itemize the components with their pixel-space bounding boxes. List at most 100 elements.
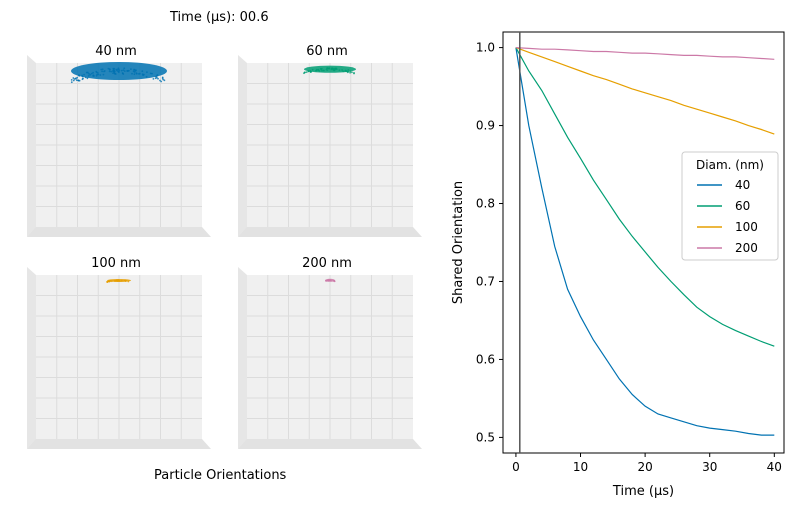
particle-point [112, 67, 115, 70]
particle-point [156, 74, 159, 76]
particle-point [353, 72, 355, 75]
particle-point [341, 69, 343, 71]
panel-floor [238, 439, 422, 449]
particle-point [132, 70, 135, 73]
particle-point [325, 280, 327, 282]
particle-point [85, 71, 88, 74]
particle-point [123, 67, 126, 70]
panel-1 [238, 55, 422, 237]
particle-point [100, 68, 103, 71]
panel-0 [27, 55, 211, 237]
panel-floor [27, 227, 211, 237]
particle-point [127, 69, 130, 72]
particle-point [142, 74, 145, 77]
legend-title: Diam. (nm) [696, 158, 764, 172]
particle-point [92, 74, 95, 77]
particle-point [327, 279, 330, 281]
particle-point [349, 71, 351, 74]
particle-point [335, 68, 338, 71]
particle-point [347, 69, 350, 71]
x-tick-label: 30 [702, 460, 717, 474]
particle-point [81, 75, 84, 78]
panel-2 [27, 267, 211, 449]
legend-label-200: 200 [735, 241, 758, 255]
series-line-100 [515, 47, 775, 135]
particle-point [328, 67, 331, 70]
panel-left-wall [238, 55, 247, 237]
particle-point [92, 71, 94, 74]
particle-point [326, 67, 329, 69]
particle-point [88, 72, 90, 75]
particle-point [152, 78, 155, 80]
particle-point [108, 70, 111, 73]
particle-point [135, 72, 138, 75]
panel-left-wall [27, 267, 36, 449]
particle-point [122, 69, 125, 71]
particle-point [329, 279, 332, 281]
particle-point [107, 67, 110, 70]
particle-point [117, 71, 120, 74]
particle-point [133, 69, 136, 71]
particle-point [116, 279, 119, 282]
particle-point [149, 72, 152, 75]
particle-point [77, 79, 80, 82]
particle-point [325, 68, 328, 71]
particle-point [309, 70, 312, 72]
particle-point [345, 70, 348, 72]
particle-point [162, 78, 165, 81]
particle-point [84, 76, 87, 79]
x-tick-label: 10 [573, 460, 588, 474]
y-tick-label: 0.7 [476, 274, 495, 288]
particle-point [133, 73, 136, 76]
time-readout: Time (µs): 00.6 [170, 10, 269, 25]
particle-point [110, 280, 113, 283]
particle-point [120, 69, 123, 72]
legend-label-100: 100 [735, 220, 758, 234]
particle-point [114, 73, 117, 75]
particle-point [131, 72, 133, 75]
particle-point [73, 78, 76, 80]
particle-point [112, 69, 115, 72]
particle-point [123, 70, 126, 72]
panel-3 [238, 267, 422, 449]
particle-point [351, 71, 353, 74]
particle-point [141, 70, 144, 73]
particle-point [102, 73, 105, 76]
series-line-60 [515, 47, 775, 347]
particle-point [331, 67, 333, 70]
particle-point [106, 281, 109, 283]
series-line-200 [515, 47, 775, 60]
time-readout-value: 00.6 [239, 10, 269, 25]
panel-left-wall [238, 267, 247, 449]
x-tick-label: 20 [637, 460, 652, 474]
panel-title-200: 200 nm [302, 256, 352, 271]
panel-floor [238, 227, 422, 237]
particle-point [163, 79, 166, 82]
particle-point [101, 68, 104, 71]
particle-point [113, 70, 116, 73]
particle-point [311, 68, 314, 71]
particle-point [75, 77, 77, 80]
orientation-panels [27, 55, 422, 449]
particle-point [338, 69, 341, 72]
y-tick-label: 0.8 [476, 197, 495, 211]
particle-point [118, 69, 121, 72]
particle-point [101, 70, 103, 73]
y-tick-label: 0.5 [476, 430, 495, 444]
particle-point [95, 75, 98, 77]
particle-point [99, 74, 102, 76]
particle-point [108, 280, 111, 283]
particle-point [160, 80, 163, 83]
particle-point [157, 77, 159, 80]
particle-point [90, 72, 93, 75]
particle-point [320, 68, 323, 71]
legend: Diam. (nm) 40 60 100 200 [681, 151, 779, 261]
particle-point [109, 68, 111, 71]
particle-point [307, 70, 310, 73]
particle-point [103, 70, 105, 73]
particle-point [120, 279, 123, 282]
panel-title-100: 100 nm [91, 256, 141, 271]
time-readout-label: Time (µs): [170, 10, 236, 25]
particle-point [138, 72, 141, 75]
